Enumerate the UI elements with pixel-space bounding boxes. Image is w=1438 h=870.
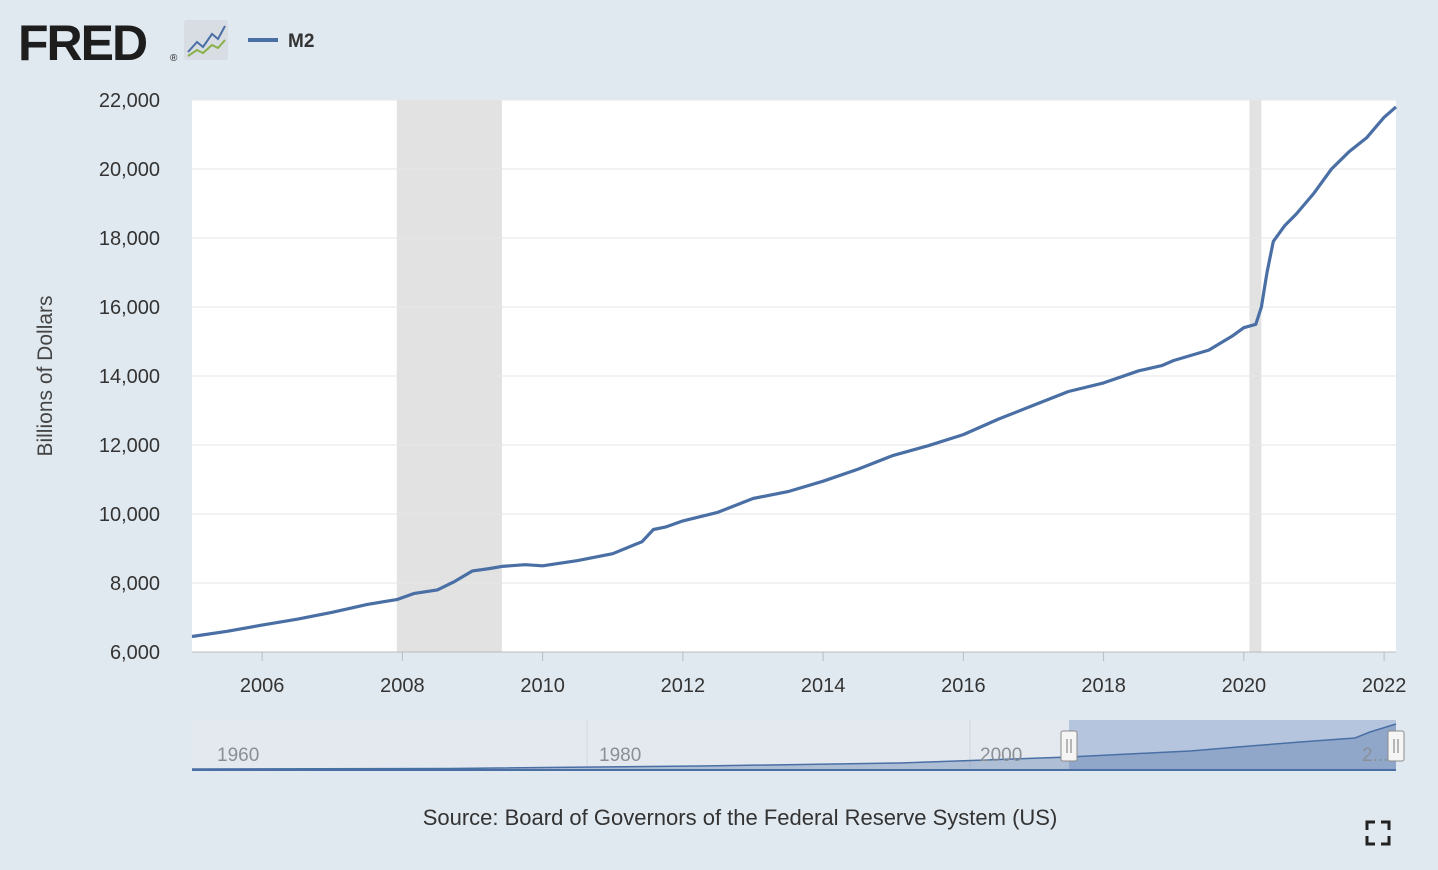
fullscreen-icon[interactable] bbox=[1365, 820, 1391, 846]
navigator-label-1960: 1960 bbox=[217, 745, 259, 766]
navigator-label-1980: 1980 bbox=[599, 745, 641, 766]
y-tick-label-12000: 12,000 bbox=[99, 435, 160, 457]
range-navigator[interactable]: 1960 1980 2000 2... bbox=[191, 720, 1405, 771]
x-tick-label-2016: 2016 bbox=[941, 675, 986, 697]
navigator-label-2000: 2000 bbox=[980, 745, 1022, 766]
navigator-handle-right[interactable] bbox=[1387, 730, 1405, 762]
y-axis-title: Billions of Dollars bbox=[34, 295, 57, 456]
navigator-selection[interactable] bbox=[1069, 720, 1396, 770]
logo-text: FRED bbox=[18, 15, 147, 71]
navigator-area bbox=[192, 724, 1396, 770]
x-tick-label-2010: 2010 bbox=[520, 675, 565, 697]
x-tick-label-2020: 2020 bbox=[1222, 675, 1267, 697]
x-tick-label-2018: 2018 bbox=[1081, 675, 1126, 697]
x-tick-label-2014: 2014 bbox=[801, 675, 846, 697]
legend[interactable]: M2 bbox=[248, 31, 314, 52]
x-tick-label-2008: 2008 bbox=[380, 675, 425, 697]
y-tick-label-10000: 10,000 bbox=[99, 504, 160, 526]
navigator-label-end: 2... bbox=[1362, 745, 1388, 766]
source-note: Source: Board of Governors of the Federa… bbox=[423, 805, 1058, 830]
y-tick-label-14000: 14,000 bbox=[99, 366, 160, 388]
navigator-line bbox=[191, 723, 1397, 770]
y-tick-label-16000: 16,000 bbox=[99, 297, 160, 319]
y-tick-label-22000: 22,000 bbox=[99, 90, 160, 112]
x-tick-label-2006: 2006 bbox=[240, 675, 285, 697]
navigator-handle-left[interactable] bbox=[1060, 730, 1078, 762]
line-graph-icon bbox=[184, 20, 228, 60]
logo-registered: ® bbox=[170, 53, 178, 64]
navigator-gridlines bbox=[586, 720, 971, 770]
x-tick-label-2012: 2012 bbox=[661, 675, 706, 697]
fred-logo[interactable]: FRED ® bbox=[18, 15, 228, 71]
x-axis: 2006 2008 2010 2012 2014 2016 2018 2020 2022 bbox=[192, 651, 1407, 697]
y-tick-label-8000: 8,000 bbox=[110, 573, 160, 595]
y-tick-label-6000: 6,000 bbox=[110, 642, 160, 664]
legend-label: M2 bbox=[288, 31, 314, 52]
y-axis: 6,000 8,000 10,000 12,000 14,000 16,000 18,000… bbox=[99, 90, 160, 664]
y-tick-label-18000: 18,000 bbox=[99, 228, 160, 250]
y-tick-label-20000: 20,000 bbox=[99, 159, 160, 181]
series-line-m2[interactable] bbox=[191, 105, 1398, 639]
x-tick-label-2022: 2022 bbox=[1362, 675, 1407, 697]
